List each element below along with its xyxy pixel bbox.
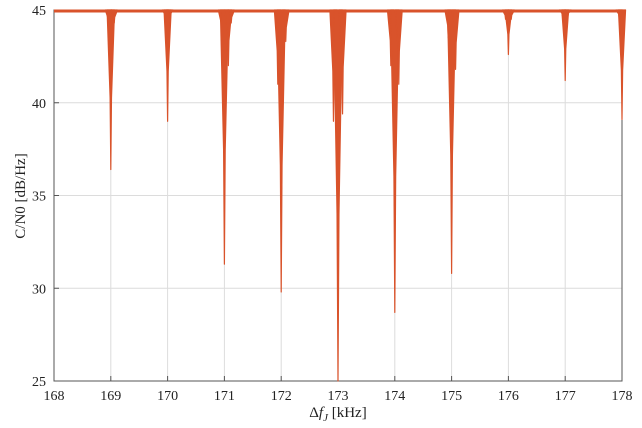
- x-tick-label-177: 177: [555, 389, 576, 404]
- y-tick-label-40: 40: [32, 97, 46, 112]
- notch-5: [166, 9, 174, 19]
- y-tick-label-45: 45: [32, 4, 46, 19]
- notch-24: [507, 9, 516, 20]
- notch-2: [110, 9, 119, 24]
- y-axis-label: C/N0 [dB/Hz]: [13, 153, 29, 238]
- x-tick-label-172: 172: [271, 389, 292, 404]
- notch-7: [219, 9, 230, 265]
- notch-18: [394, 9, 403, 85]
- x-tick-label-171: 171: [214, 389, 235, 404]
- y-tick-label-30: 30: [32, 282, 46, 297]
- x-axis-label: ΔfJ [kHz]: [309, 405, 366, 424]
- x-tick-label-168: 168: [44, 389, 65, 404]
- y-tick-label-25: 25: [32, 375, 46, 390]
- x-tick-label-170: 170: [157, 389, 178, 404]
- y-tick-label-35: 35: [32, 190, 46, 205]
- notch-29: [617, 9, 627, 121]
- notch-15: [338, 9, 347, 115]
- x-tick-label-169: 169: [100, 389, 121, 404]
- x-tick-labels: 168 169 170 171 172 173 174 175 176 177 178: [44, 389, 633, 404]
- x-tick-label-173: 173: [328, 389, 349, 404]
- notch-1: [106, 9, 116, 171]
- y-tick-labels: 25 30 35 40 45: [32, 4, 46, 390]
- x-tick-label-175: 175: [441, 389, 462, 404]
- series-layer: [54, 9, 627, 382]
- notch-26: [561, 9, 570, 82]
- x-tick-label-176: 176: [498, 389, 519, 404]
- notch-11: [276, 9, 286, 293]
- notch-4: [163, 9, 172, 122]
- notch-9: [227, 9, 236, 24]
- notch-21: [451, 9, 460, 70]
- x-tick-label-178: 178: [612, 389, 633, 404]
- notch-20: [446, 9, 457, 275]
- x-tick-label-174: 174: [384, 389, 405, 404]
- notch-12: [281, 9, 290, 43]
- notch-27: [564, 9, 572, 17]
